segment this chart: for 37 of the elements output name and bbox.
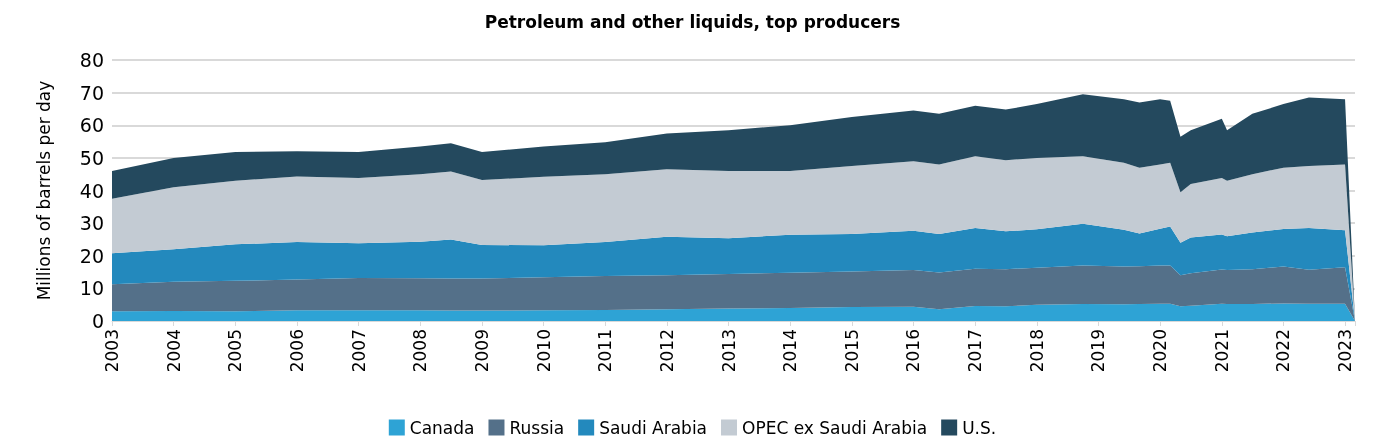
x-tick-label: 2005 [225, 329, 246, 373]
x-tick-label: 2017 [965, 329, 986, 373]
x-tick-label: 2021 [1211, 329, 1232, 373]
x-tick-label: 2006 [287, 329, 307, 373]
y-axis-title: Millions of barrels per day [33, 80, 54, 301]
y-tick-label: 70 [79, 81, 104, 104]
legend-label: Russia [509, 417, 565, 438]
x-tick-label: 2003 [102, 329, 122, 373]
legend-label: OPEC ex Saudi Arabia [742, 417, 928, 438]
y-tick-label: 20 [79, 244, 104, 267]
x-tick-label: 2023 [1335, 329, 1356, 373]
y-tick-label: 30 [79, 212, 104, 235]
y-tick-label: 10 [79, 277, 104, 300]
x-tick-label: 2012 [656, 329, 677, 373]
x-tick-label: 2015 [841, 329, 862, 373]
x-tick-label: 2014 [780, 329, 801, 373]
chart-title: Petroleum and other liquids, top producers [484, 11, 901, 32]
x-tick-label: 2004 [163, 329, 184, 373]
x-tick-label: 2009 [472, 329, 492, 373]
legend-label: Canada [409, 417, 475, 438]
legend-label: Saudi Arabia [599, 417, 708, 438]
x-tick-label: 2008 [410, 329, 431, 373]
y-tick-label: 60 [79, 114, 104, 137]
x-tick-label: 2022 [1273, 329, 1294, 373]
y-tick-label: 0 [91, 310, 104, 332]
x-tick-label: 2010 [533, 329, 554, 373]
y-tick-label: 40 [79, 179, 104, 202]
y-tick-label: 50 [79, 146, 104, 169]
x-tick-label: 2018 [1026, 329, 1047, 373]
x-tick-label: 2007 [348, 329, 369, 373]
legend-label: U.S. [962, 417, 997, 438]
x-tick-label: 2013 [718, 329, 739, 373]
y-tick-label: 80 [79, 49, 104, 71]
x-tick-label: 2011 [595, 329, 616, 373]
x-tick-label: 2016 [903, 329, 924, 373]
x-tick-label: 2020 [1150, 329, 1171, 373]
x-tick-label: 2019 [1088, 329, 1109, 373]
